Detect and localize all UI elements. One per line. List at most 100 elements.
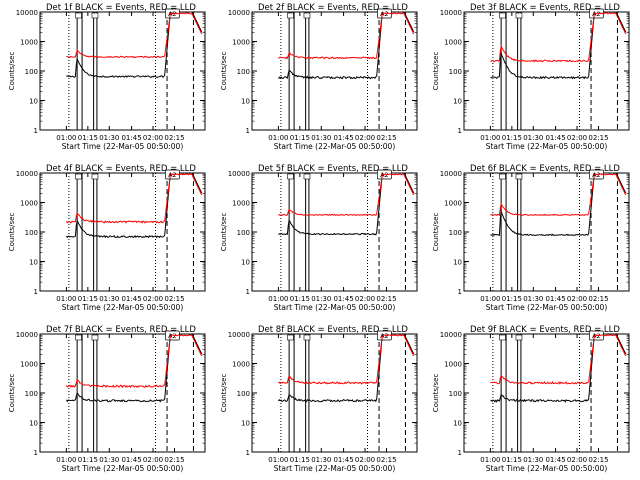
x-tick-label: 01:15	[290, 295, 310, 303]
x-tick-label: 02:00	[355, 456, 375, 464]
y-tick-label: 1000	[232, 39, 250, 47]
x-axis-label: Start Time (22-Mar-05 00:50:00)	[274, 142, 396, 151]
panel-title: Det 7f BLACK = Events, RED = LLD	[46, 325, 196, 335]
x-axis-label: Start Time (22-Mar-05 00:50:00)	[486, 142, 608, 151]
series-line-lld	[65, 334, 203, 389]
y-tick-label: 1000	[232, 361, 250, 369]
y-tick-label: 1	[246, 449, 250, 457]
flag-box	[91, 334, 99, 341]
y-tick-label: 10000	[228, 170, 250, 178]
x-tick-label: 01:30	[99, 456, 119, 464]
y-tick-label: 1000	[232, 200, 250, 208]
flag-label: A2	[380, 332, 389, 340]
y-tick-label: 1	[34, 288, 38, 296]
y-tick-label: 10000	[16, 9, 38, 17]
plot-frame	[39, 333, 206, 453]
y-tick-label: 1000	[444, 39, 462, 47]
panel-title: Det 3f BLACK = Events, RED = LLD	[470, 3, 620, 13]
flag-label: A2	[168, 171, 177, 179]
y-axis-label: Counts/sec	[220, 213, 228, 252]
y-tick-label: 1000	[20, 361, 38, 369]
y-tick-label: 1	[246, 127, 250, 135]
plot-frame	[463, 172, 630, 292]
x-tick-label: 01:45	[545, 295, 565, 303]
series-line-events	[66, 12, 203, 79]
panel-title: Det 8f BLACK = Events, RED = LLD	[258, 325, 408, 335]
flag-box	[499, 12, 506, 19]
flag-box	[75, 334, 82, 341]
series-line-lld	[490, 334, 627, 385]
y-tick-label: 10	[241, 420, 250, 428]
x-tick-label: 02:00	[567, 456, 587, 464]
series-line-events	[277, 12, 415, 80]
x-tick-label: 01:00	[480, 456, 500, 464]
y-axis-label: Counts/sec	[220, 374, 228, 413]
y-axis-label: Counts/sec	[432, 213, 440, 252]
x-tick-label: 02:15	[588, 456, 608, 464]
plot-frame	[39, 172, 206, 292]
y-tick-label: 10000	[228, 331, 250, 339]
x-tick-label: 01:30	[311, 456, 331, 464]
x-tick-label: 02:00	[143, 295, 163, 303]
panel-title: Det 5f BLACK = Events, RED = LLD	[258, 164, 408, 174]
y-tick-label: 10	[453, 259, 462, 267]
x-tick-label: 02:15	[164, 295, 184, 303]
x-tick-label: 01:30	[523, 295, 543, 303]
y-tick-label: 10000	[440, 331, 462, 339]
y-tick-label: 100	[449, 68, 462, 76]
y-tick-label: 10000	[16, 331, 38, 339]
plot-frame	[463, 11, 630, 131]
y-axis-label: Counts/sec	[8, 52, 16, 91]
flag-box	[287, 334, 294, 341]
y-tick-label: 1	[34, 127, 38, 135]
x-axis-label: Start Time (22-Mar-05 00:50:00)	[274, 464, 396, 473]
y-tick-label: 10000	[228, 9, 250, 17]
x-tick-label: 01:00	[268, 456, 288, 464]
flag-box	[515, 12, 523, 19]
x-axis-label: Start Time (22-Mar-05 00:50:00)	[62, 464, 184, 473]
flag-box	[515, 334, 523, 341]
x-tick-label: 01:15	[290, 134, 310, 142]
y-tick-label: 100	[25, 390, 38, 398]
detector-panel-9: Det 9f BLACK = Events, RED = LLD 1 10 100 10…	[432, 325, 630, 473]
y-tick-label: 100	[237, 390, 250, 398]
panel-title: Det 1f BLACK = Events, RED = LLD	[46, 3, 196, 13]
series-line-events	[277, 334, 415, 403]
detector-panel-8: Det 8f BLACK = Events, RED = LLD 1 10 100 10…	[220, 325, 418, 473]
series-line-lld	[66, 12, 203, 59]
y-tick-label: 100	[237, 229, 250, 237]
plot-frame	[251, 172, 418, 292]
detector-panel-5: Det 5f BLACK = Events, RED = LLD 1 10 100 10…	[220, 164, 418, 312]
x-tick-label: 01:45	[545, 134, 565, 142]
panel-title: Det 6f BLACK = Events, RED = LLD	[470, 164, 620, 174]
y-tick-label: 1000	[20, 39, 38, 47]
flag-box	[499, 334, 506, 341]
x-tick-label: 01:00	[56, 295, 76, 303]
y-axis-label: Counts/sec	[8, 213, 16, 252]
x-tick-label: 01:45	[333, 456, 353, 464]
flag-box	[91, 173, 99, 180]
x-axis-label: Start Time (22-Mar-05 00:50:00)	[62, 303, 184, 312]
y-tick-label: 100	[25, 229, 38, 237]
y-tick-label: 10	[29, 420, 38, 428]
series-line-events	[490, 173, 627, 237]
x-tick-label: 01:30	[311, 134, 331, 142]
y-tick-label: 10	[29, 259, 38, 267]
flag-box	[303, 334, 311, 341]
flag-box	[75, 12, 82, 19]
y-tick-label: 10	[453, 420, 462, 428]
detector-panel-3: Det 3f BLACK = Events, RED = LLD 1 10 100 10…	[432, 3, 630, 151]
x-tick-label: 01:15	[502, 456, 522, 464]
x-tick-label: 01:00	[56, 134, 76, 142]
panel-title: Det 2f BLACK = Events, RED = LLD	[258, 3, 408, 13]
x-tick-label: 02:15	[164, 134, 184, 142]
x-tick-label: 01:45	[545, 456, 565, 464]
series-line-events	[490, 334, 627, 403]
y-axis-label: Counts/sec	[432, 374, 440, 413]
x-tick-label: 02:15	[588, 134, 608, 142]
y-tick-label: 1	[246, 288, 250, 296]
series-line-lld	[278, 12, 415, 60]
x-tick-label: 02:15	[376, 456, 396, 464]
x-tick-label: 02:00	[567, 134, 587, 142]
